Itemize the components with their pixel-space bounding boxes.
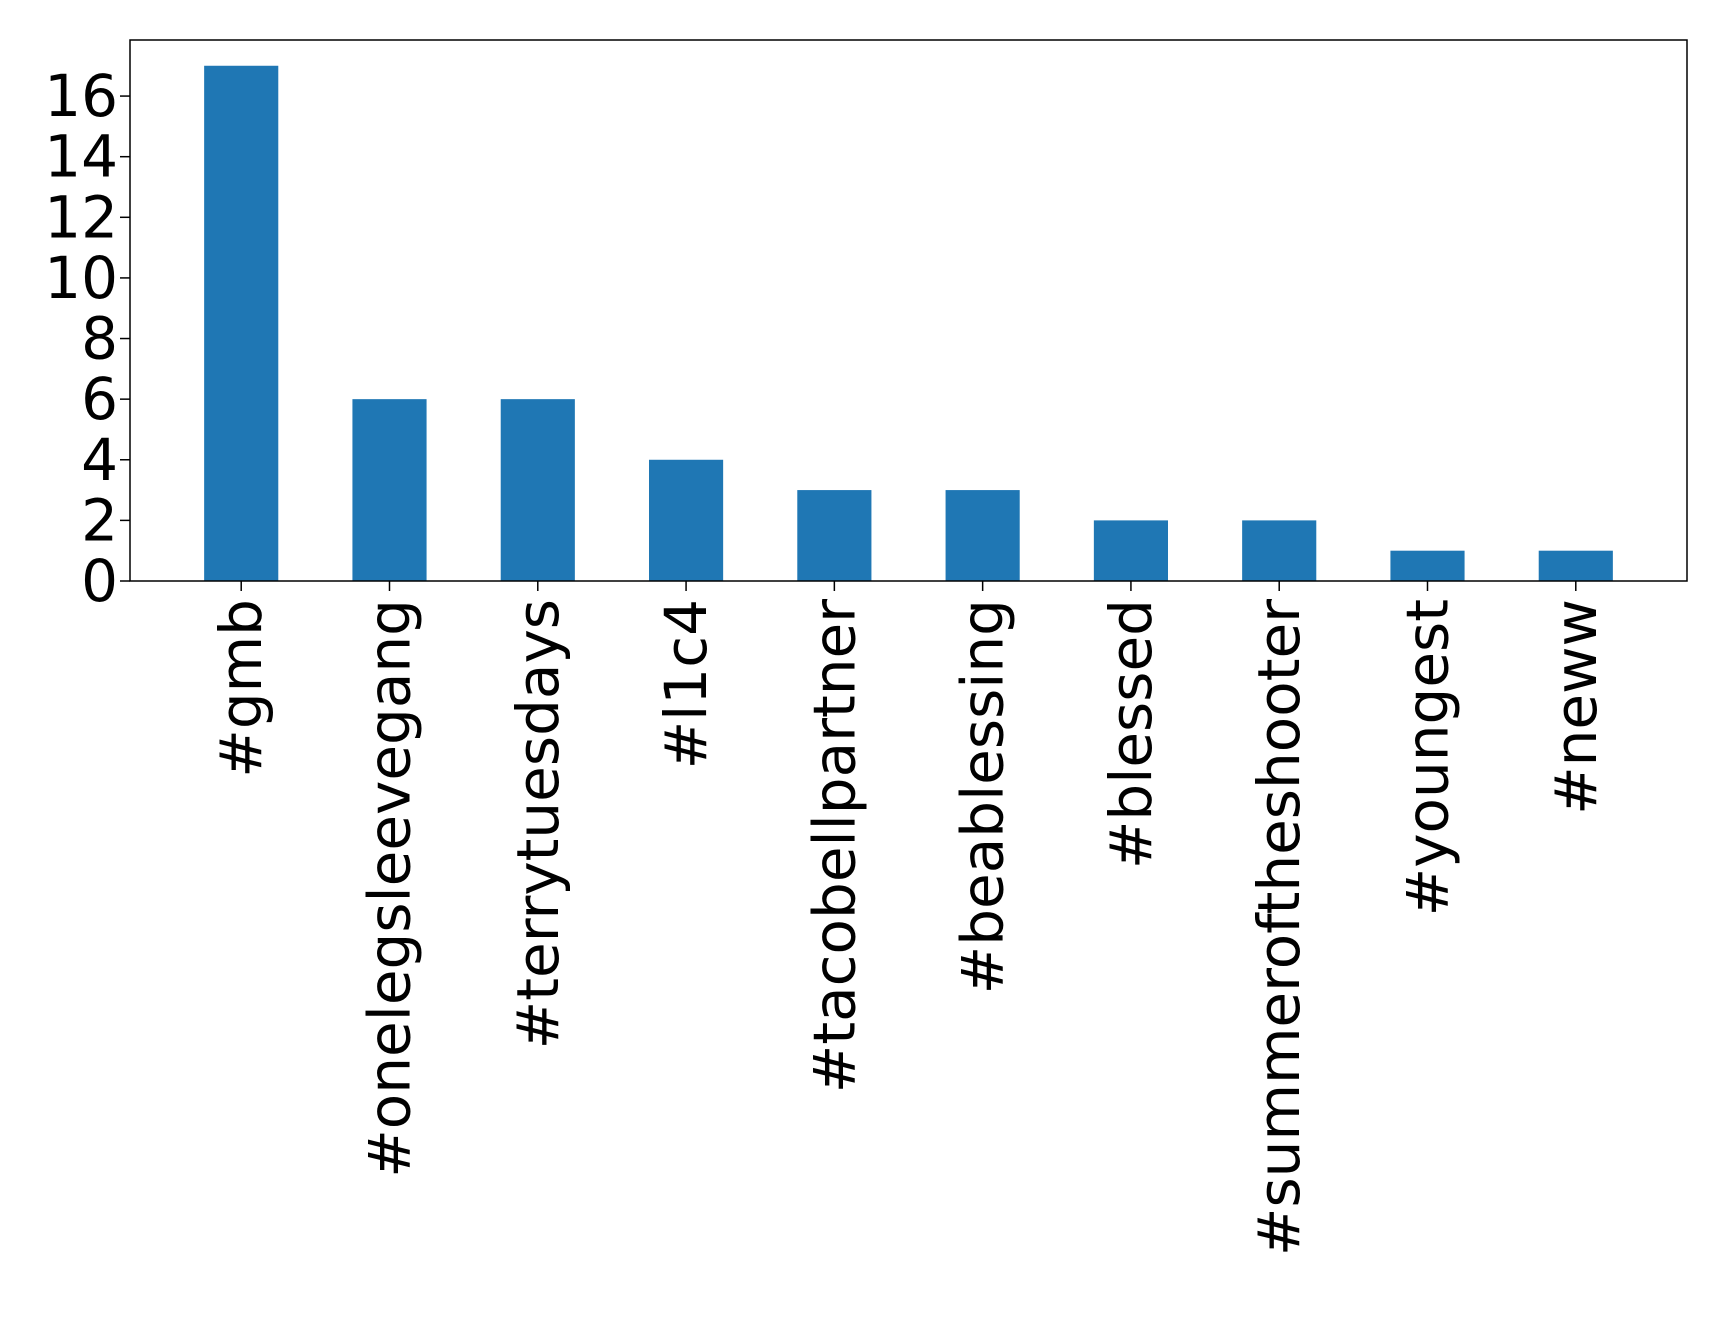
y-tick-label: 16	[44, 62, 118, 130]
bar-terrytuesdays	[500, 399, 575, 581]
x-axis: #gmb #onelegsleevegang #terrytuesdays #l1c4…	[207, 581, 1610, 1256]
y-tick-label: 10	[44, 244, 118, 312]
x-tick-label: #youngest	[1394, 599, 1462, 916]
plot-frame	[129, 39, 1688, 582]
x-tick-label: #tacobellpartner	[800, 599, 868, 1093]
x-tick-label: #onelegsleevegang	[356, 599, 424, 1178]
bar-neww	[1538, 550, 1613, 581]
x-tick-label: #terrytuesdays	[504, 599, 572, 1049]
x-tick-label: #neww	[1542, 599, 1610, 815]
y-tick-label: 8	[81, 305, 118, 373]
y-tick-label: 6	[81, 365, 118, 433]
y-tick-label: 14	[44, 123, 118, 191]
bar-tacobellpartner	[797, 490, 872, 581]
bar-summeroftheshooter	[1242, 520, 1317, 581]
x-tick-label: #summeroftheshooter	[1245, 599, 1313, 1256]
y-tick-label: 0	[81, 547, 118, 615]
bars-layer	[204, 65, 1613, 581]
bar-gmb	[204, 65, 279, 581]
y-tick-label: 12	[44, 183, 118, 251]
bar-beablessing	[945, 490, 1020, 581]
bar-l1c4	[649, 459, 724, 581]
x-tick-label: #beablessing	[949, 599, 1017, 994]
bar-youngest	[1390, 550, 1465, 581]
x-tick-label: #blessed	[1097, 599, 1165, 869]
y-tick-label: 4	[81, 426, 118, 494]
bar-blessed	[1093, 520, 1168, 581]
bar-onelegsleevegang	[352, 399, 427, 581]
y-tick-label: 2	[81, 486, 118, 554]
x-tick-label: #l1c4	[652, 599, 720, 769]
x-tick-label: #gmb	[207, 599, 275, 778]
